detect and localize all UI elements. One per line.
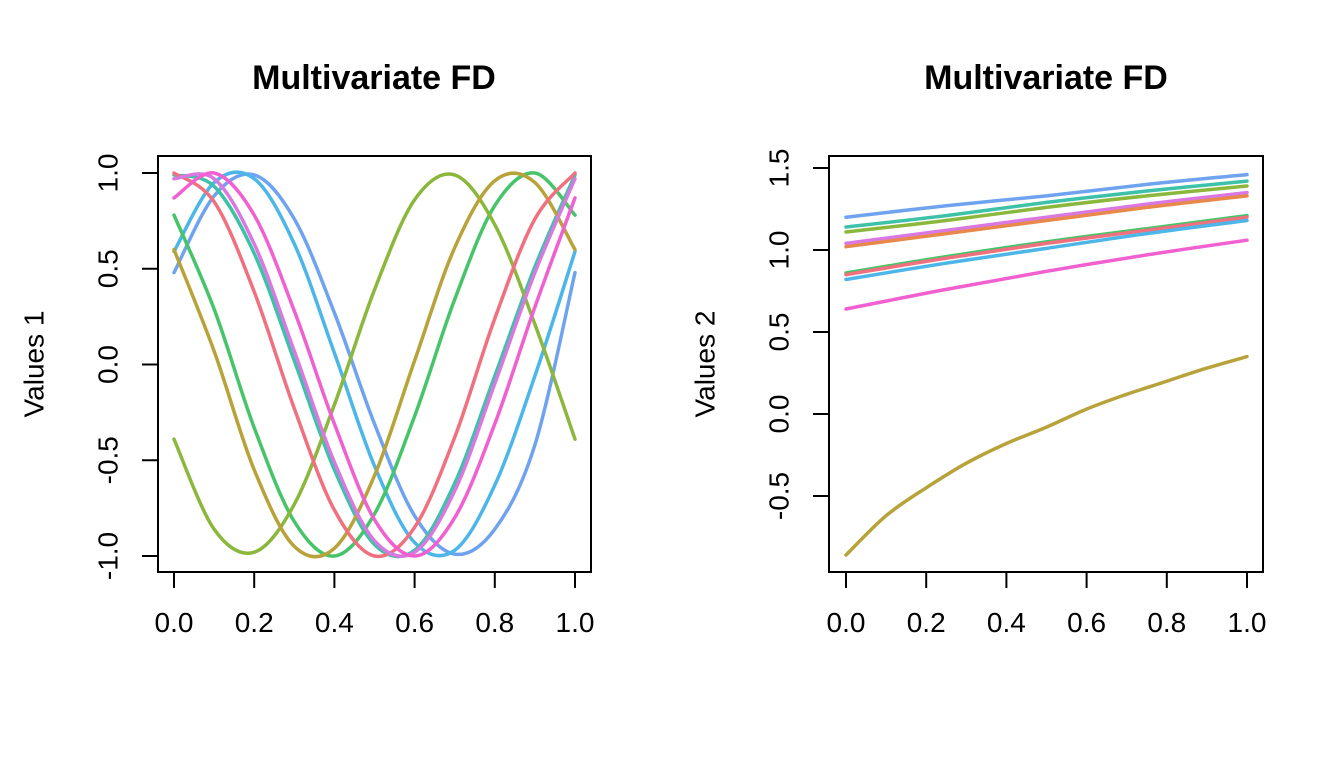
x-tick-label: 1.0 bbox=[1228, 607, 1267, 638]
y-tick-label: -0.5 bbox=[92, 436, 123, 484]
x-tick-label: 0.2 bbox=[235, 607, 274, 638]
x-tick-label: 1.0 bbox=[556, 607, 595, 638]
x-tick-label: 0.2 bbox=[907, 607, 946, 638]
panel-left: Multivariate FD Values 1 0.0 0.2 0.4 0.6 0.8 1.… bbox=[18, 59, 594, 638]
series-line-3 bbox=[172, 173, 577, 559]
x-tick-label: 0.0 bbox=[155, 607, 194, 638]
series-line-1 bbox=[844, 172, 1249, 219]
x-tick-label: 0.0 bbox=[827, 607, 866, 638]
series-line-10 bbox=[844, 354, 1249, 557]
y-tick-label: 0.0 bbox=[92, 345, 123, 384]
y-tick-label: -1.0 bbox=[92, 532, 123, 580]
y-tick-label: -0.5 bbox=[763, 472, 794, 520]
y-tick-label: 1.5 bbox=[763, 149, 794, 188]
x-tick-label: 0.8 bbox=[1147, 607, 1186, 638]
x-tick-label: 0.6 bbox=[395, 607, 434, 638]
panel-right: Multivariate FD Values 2 0.0 0.2 0.4 0.6 0.8 1.… bbox=[689, 59, 1266, 638]
x-tick-label: 0.4 bbox=[315, 607, 354, 638]
series-line-7 bbox=[844, 215, 1249, 277]
series-line-2 bbox=[844, 179, 1249, 229]
y-axis-label: Values 1 bbox=[18, 311, 49, 418]
y-axis-label: Values 2 bbox=[689, 311, 720, 418]
series-line-9 bbox=[844, 238, 1249, 311]
series-line-9 bbox=[172, 171, 577, 558]
series-line-4 bbox=[844, 190, 1249, 246]
series-line-6 bbox=[172, 171, 577, 559]
series-line-2 bbox=[172, 170, 577, 558]
series-line-3 bbox=[844, 184, 1249, 234]
y-tick-label: 0.5 bbox=[92, 249, 123, 288]
series-line-8 bbox=[844, 218, 1249, 282]
x-tick-label: 0.4 bbox=[987, 607, 1026, 638]
y-tick-label: 1.0 bbox=[92, 154, 123, 193]
series-line-7 bbox=[172, 171, 577, 559]
series-line-4 bbox=[172, 171, 577, 558]
x-tick-label: 0.8 bbox=[475, 607, 514, 638]
y-tick-label: 0.0 bbox=[763, 395, 794, 434]
chart-title: Multivariate FD bbox=[924, 59, 1168, 97]
chart-title: Multivariate FD bbox=[252, 59, 496, 97]
y-tick-label: 0.5 bbox=[763, 313, 794, 352]
y-tick-label: 1.0 bbox=[763, 231, 794, 270]
series-line-5 bbox=[172, 172, 577, 555]
series-line-8 bbox=[172, 172, 577, 558]
series-line-5 bbox=[844, 194, 1249, 249]
x-tick-label: 0.6 bbox=[1067, 607, 1106, 638]
